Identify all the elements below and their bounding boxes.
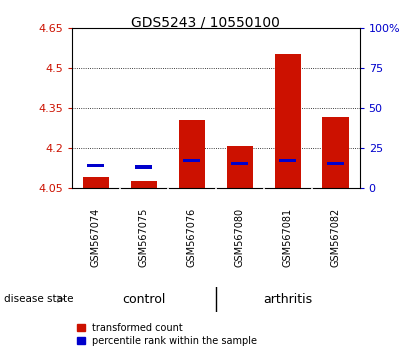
Text: GDS5243 / 10550100: GDS5243 / 10550100 bbox=[131, 16, 280, 30]
Bar bbox=[87, 164, 104, 167]
Bar bbox=[226, 147, 253, 188]
Text: control: control bbox=[122, 293, 166, 306]
Text: GSM567081: GSM567081 bbox=[283, 207, 293, 267]
Bar bbox=[275, 53, 301, 188]
Text: arthritis: arthritis bbox=[263, 293, 312, 306]
Text: GSM567074: GSM567074 bbox=[91, 207, 101, 267]
Legend: transformed count, percentile rank within the sample: transformed count, percentile rank withi… bbox=[77, 323, 257, 346]
Text: disease state: disease state bbox=[4, 294, 74, 304]
Bar bbox=[179, 120, 205, 188]
Text: GSM567082: GSM567082 bbox=[331, 207, 341, 267]
Text: GSM567080: GSM567080 bbox=[235, 207, 245, 267]
Bar bbox=[231, 162, 248, 165]
Bar bbox=[327, 162, 344, 165]
Bar bbox=[83, 177, 109, 188]
Bar bbox=[279, 159, 296, 162]
Text: GSM567075: GSM567075 bbox=[139, 207, 149, 267]
Bar bbox=[131, 181, 157, 188]
Text: GSM567076: GSM567076 bbox=[187, 207, 197, 267]
Bar bbox=[323, 117, 349, 188]
Bar bbox=[183, 159, 201, 162]
Bar bbox=[135, 165, 152, 169]
